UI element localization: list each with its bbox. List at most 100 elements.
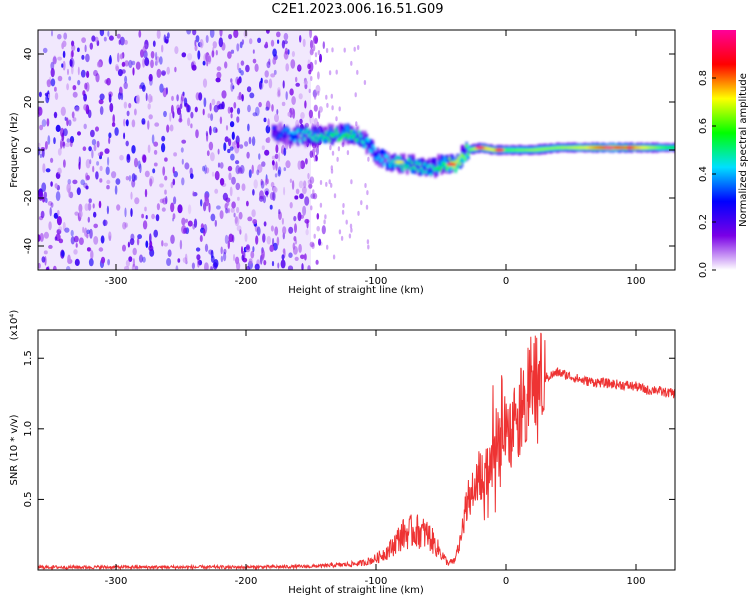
signal-cell [289,135,292,145]
signal-cell [370,144,373,152]
signal-cell [559,146,562,149]
noise-speck [124,39,128,45]
noise-speck [307,265,311,270]
noise-speck [148,73,153,82]
noise-speck [152,40,156,47]
signal-cell [560,146,563,149]
signal-cell [434,165,437,178]
signal-cell [373,147,376,151]
noise-speck [308,109,313,119]
noise-speck [236,116,240,123]
noise-speck [117,92,122,100]
noise-speck [130,191,133,200]
noise-speck [99,151,104,156]
signal-cell [354,131,358,138]
spectrogram-y-axis-label: Frequency (Hz) [9,112,20,188]
noise-speck [289,178,292,183]
noise-speck [41,256,46,263]
noise-speck [230,207,235,213]
signal-cell [282,128,286,132]
signal-cell [588,146,592,149]
noise-speck [164,189,167,195]
noise-speck [221,90,227,99]
noise-speck [39,124,44,131]
noise-speck [367,244,370,250]
noise-speck [272,57,277,65]
noise-speck [172,178,176,186]
noise-speck [191,64,197,71]
signal-cell [370,139,373,146]
noise-speck [290,59,296,69]
noise-speck [100,235,105,244]
noise-speck [353,46,356,52]
noise-speck [87,247,91,252]
signal-cell [423,162,426,166]
noise-speck [337,146,341,152]
noise-speck [333,193,337,199]
noise-speck [291,51,295,57]
noise-speck [150,59,154,69]
signal-peak [475,146,485,150]
signal-cell [325,131,328,135]
noise-speck [235,160,240,165]
noise-speck [53,111,58,119]
signal-cell [354,138,358,142]
signal-cell [351,135,354,139]
noise-speck [252,219,258,225]
noise-speck [319,53,322,63]
noise-speck [230,153,235,161]
signal-cell [286,127,289,131]
noise-speck [284,47,288,55]
signal-cell [385,161,389,168]
noise-speck [128,256,133,262]
noise-speck [164,36,169,44]
signal-cell [348,133,351,137]
snr-frame [37,329,676,571]
noise-speck [266,190,269,198]
noise-speck [237,196,240,201]
noise-speck [43,231,50,239]
signal-cell [367,139,370,145]
noise-speck [357,45,360,50]
signal-cell [399,164,403,168]
signal-cell [426,165,429,169]
noise-speck [272,242,278,251]
signal-cell [431,165,434,168]
signal-cell [381,158,384,168]
noise-speck [292,242,296,250]
noise-speck [171,95,174,101]
noise-speck [202,78,208,88]
signal-cell [431,169,434,176]
noise-speck [302,205,307,216]
signal-cell [276,138,280,141]
signal-cell [462,154,465,158]
noise-speck [298,93,303,100]
signal-cell [598,146,601,149]
noise-speck [212,41,217,49]
signal-cell [473,147,476,151]
noise-speck [92,203,95,209]
noise-speck [244,141,249,147]
noise-speck [294,195,299,200]
noise-speck [233,254,236,262]
noise-speck [89,228,93,239]
noise-speck [302,38,306,48]
noise-speck [310,205,313,211]
noise-speck [285,91,288,101]
noise-speck [308,88,311,94]
noise-speck [308,183,313,189]
signal-cell [375,157,378,160]
signal-cell [301,138,304,145]
noise-speck [67,254,71,264]
noise-speck [237,167,243,174]
signal-cell [443,163,446,166]
noise-speck [99,30,105,37]
signal-cell [315,135,319,142]
noise-speck [270,181,275,188]
noise-speck [302,186,307,195]
noise-speck [202,60,206,66]
noise-speck [93,223,98,229]
noise-speck [108,136,111,145]
